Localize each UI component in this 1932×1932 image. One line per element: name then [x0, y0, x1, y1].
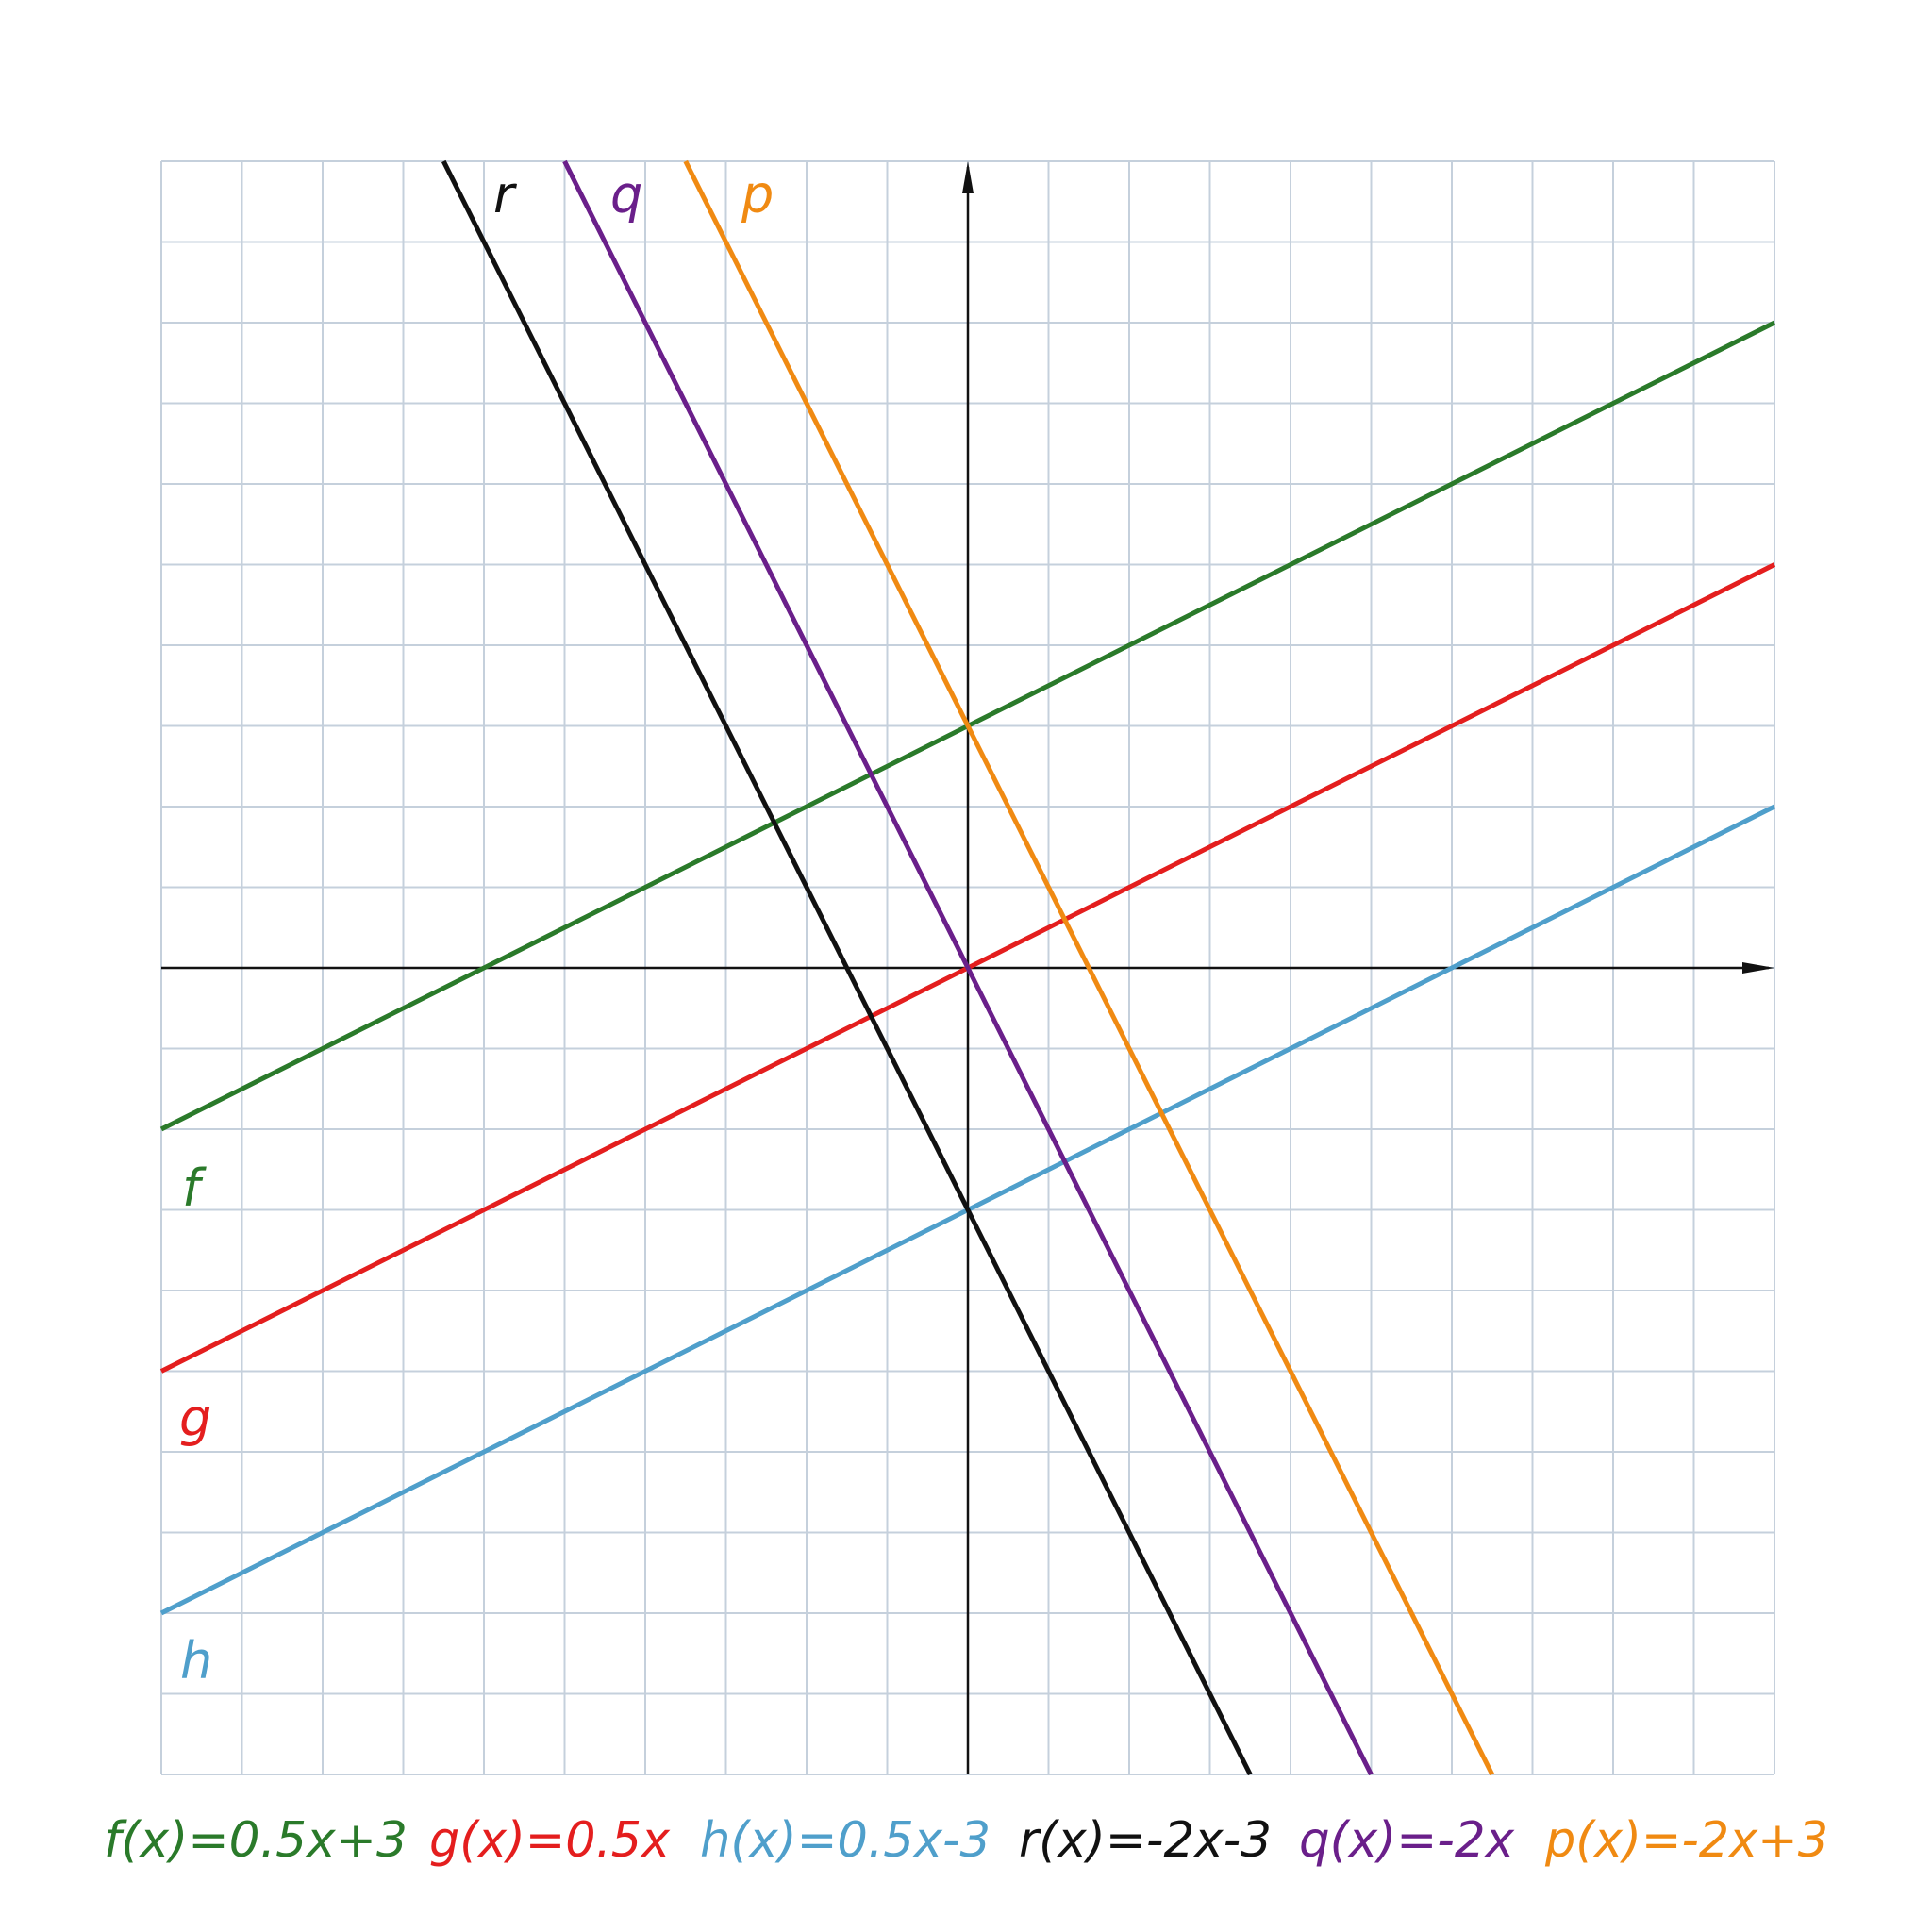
x-axis-arrow	[1742, 962, 1774, 974]
label-q: q	[610, 165, 642, 225]
label-h: h	[180, 1631, 212, 1690]
legend: f(x)=0.5x+3 g(x)=0.5x h(x)=0.5x-3 r(x)=-…	[104, 1812, 1828, 1869]
series-labels: f g h r q p	[179, 165, 774, 1690]
series-line-r	[441, 159, 1253, 1776]
legend-entry-q: q(x)=-2x	[1299, 1812, 1515, 1869]
label-p: p	[741, 165, 774, 225]
legend-entry-g: g(x)=0.5x	[429, 1812, 671, 1869]
series-line-p	[683, 159, 1494, 1776]
series-lines	[159, 159, 1776, 1776]
legend-entry-h: h(x)=0.5x-3	[700, 1812, 991, 1869]
legend-entry-p: p(x)=-2x+3	[1544, 1812, 1828, 1869]
legend-entry-r: r(x)=-2x-3	[1019, 1812, 1272, 1869]
series-line-q	[562, 159, 1374, 1776]
legend-entry-f: f(x)=0.5x+3	[104, 1812, 408, 1869]
y-axis-arrow	[962, 161, 974, 193]
label-r: r	[493, 165, 517, 225]
label-g: g	[179, 1389, 211, 1448]
